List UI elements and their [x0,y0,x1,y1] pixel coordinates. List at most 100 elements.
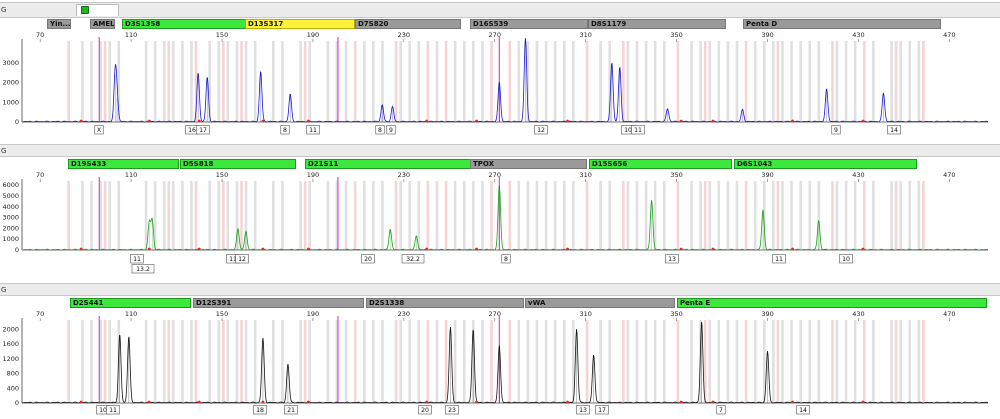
allele-bin [717,41,721,122]
allele-call-box [106,405,120,415]
locus-bin[interactable]: D12S391 [193,298,364,308]
allele-bin [235,41,239,122]
allele-bin [917,41,921,122]
panel-letter: G [1,147,7,155]
locus-bin[interactable]: D15S656 [589,159,732,169]
off-ladder-marker [475,119,478,123]
locus-bin[interactable]: D2S1338 [366,298,524,308]
locus-bin[interactable]: D8S1179 [588,19,726,29]
allele-bin [335,320,339,403]
allele-call-box [796,405,810,415]
allele-bin [381,41,384,122]
locus-bin[interactable]: D7S820 [355,19,461,29]
locus-bin[interactable]: vWA [525,298,675,308]
allele-bin [408,320,411,403]
allele-bin [762,41,766,122]
locus-bin[interactable]: TPOX [470,159,587,169]
allele-bin [417,181,421,250]
allele-bin [553,181,557,250]
off-ladder-marker [197,119,201,123]
off-ladder-marker [861,119,865,123]
off-ladder-marker [261,119,265,123]
x-tick-label: 150 [216,31,228,39]
allele-bin [808,41,812,122]
locus-bin[interactable]: D19S433 [68,159,179,169]
off-ladder-marker [306,400,310,404]
x-tick-label: 470 [943,171,955,179]
allele-bin [735,320,739,403]
electropherogram-black[interactable]: 70 110 150 190 230 270 310 350 390 430 470 0 400 800 1… [0,309,1000,419]
off-ladder-marker [425,119,428,123]
allele-bin [235,320,239,403]
allele-bin-pink [622,41,625,122]
y-tick-label: 800 [7,370,19,378]
allele-bin-pink [240,320,243,403]
electropherogram-blue[interactable]: 70 110 150 190 230 270 310 350 390 430 470 0 1000 200… [0,30,1000,142]
x-tick-label: 110 [125,310,137,318]
locus-bin[interactable]: D5S818 [180,159,296,169]
panel-tab[interactable] [76,4,119,16]
allele-bin [708,181,712,250]
allele-bin [608,181,612,250]
allele-bin [308,41,311,122]
x-tick-label: 70 [36,310,44,318]
allele-bin [399,41,402,122]
allele-bin [653,41,657,122]
off-ladder-marker [566,400,569,404]
allele-bin [226,181,230,250]
locus-bin[interactable]: D6S1043 [734,159,917,169]
locus-bin[interactable]: D21S11 [305,159,472,169]
allele-bin [699,320,702,403]
allele-bin [172,320,175,403]
allele-bin [562,181,566,250]
allele-call-label: 11 [109,407,117,414]
allele-bin-pink [744,41,748,122]
allele-bin [799,41,802,122]
allele-bin [226,41,230,122]
allele-bin [853,181,857,250]
panel-header-blue: G [0,2,1000,18]
allele-bin-pink [862,41,866,122]
allele-call-box [534,125,548,135]
allele-bin-pink [353,320,357,403]
allele-bin [726,181,730,250]
electropherogram-green[interactable]: 70 110 150 190 230 270 310 350 390 430 470 0 1000 200… [0,170,1000,282]
dye-toggle-button[interactable] [81,6,89,14]
locus-bin[interactable]: AMEL [90,19,115,29]
x-tick-label: 390 [761,171,773,179]
allele-bin [144,320,148,403]
allele-bin [117,181,121,250]
allele-bin-pink [426,181,430,250]
allele-call-box [235,254,249,264]
allele-bin [372,41,375,122]
allele-bin [799,320,802,403]
allele-bin [108,320,111,403]
y-tick-label: 2000 [2,224,19,232]
locus-bin[interactable]: Penta E [677,298,987,308]
locus-bin[interactable]: D13S317 [245,19,355,29]
panel-header-black: G [0,283,1000,296]
locus-bin[interactable]: D16S539 [470,19,588,29]
allele-bin [717,181,721,250]
y-tick-label: 2000 [2,79,19,87]
locus-bin[interactable]: Yin... [47,19,71,29]
allele-bin-pink [167,320,171,403]
allele-call-box [306,125,320,135]
allele-bin-pink [676,41,680,122]
x-tick-label: 150 [216,171,228,179]
allele-bin [99,41,102,122]
y-tick-label: 1000 [2,235,19,243]
allele-bin-pink [67,41,71,122]
off-ladder-marker [711,247,715,251]
locus-bin[interactable]: Penta D [743,19,941,29]
allele-call-label: 14 [890,127,898,134]
locus-bin[interactable]: D3S1358 [122,19,246,29]
allele-bin [217,41,221,122]
allele-bin [181,41,184,122]
allele-bin-pink [103,41,107,122]
locus-bin[interactable]: D2S441 [70,298,191,308]
allele-bin-pink [490,41,493,122]
allele-bin [626,41,630,122]
allele-call-label: 11 [775,256,783,263]
allele-bin [544,320,548,403]
